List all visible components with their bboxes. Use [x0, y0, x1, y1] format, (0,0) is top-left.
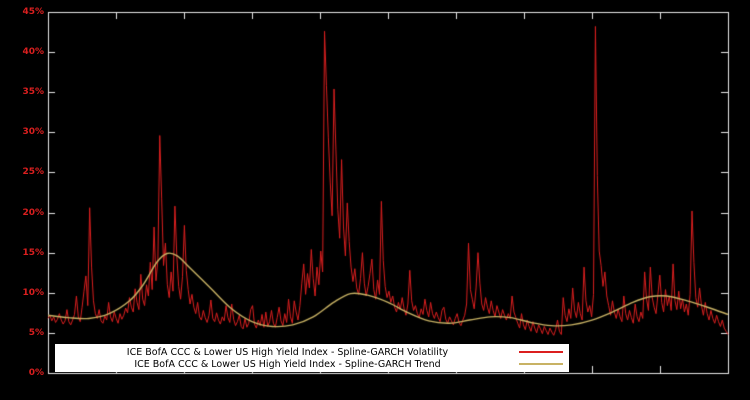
- y-tick-label: 45%: [22, 7, 44, 17]
- legend-row-volatility: ICE BofA CCC & Lower US High Yield Index…: [61, 346, 563, 358]
- y-tick-label: 25%: [22, 167, 44, 178]
- legend-label-volatility: ICE BofA CCC & Lower US High Yield Index…: [126, 346, 449, 358]
- y-tick-label: 0%: [28, 368, 44, 378]
- y-tick-label: 30%: [22, 127, 44, 138]
- legend-label-trend: ICE BofA CCC & Lower US High Yield Index…: [134, 358, 441, 370]
- y-tick-label: 40%: [22, 47, 44, 58]
- legend-row-trend: ICE BofA CCC & Lower US High Yield Index…: [61, 358, 563, 370]
- y-tick-label: 20%: [22, 207, 44, 218]
- trend-line-sample-icon: [519, 363, 563, 365]
- y-tick-label: 5%: [28, 327, 44, 338]
- chart-legend: ICE BofA CCC & Lower US High Yield Index…: [55, 344, 569, 372]
- y-tick-label: 35%: [22, 87, 44, 98]
- y-tick-label: 10%: [22, 287, 44, 298]
- volatility-line-sample-icon: [519, 351, 563, 353]
- y-tick-label: 15%: [22, 247, 44, 258]
